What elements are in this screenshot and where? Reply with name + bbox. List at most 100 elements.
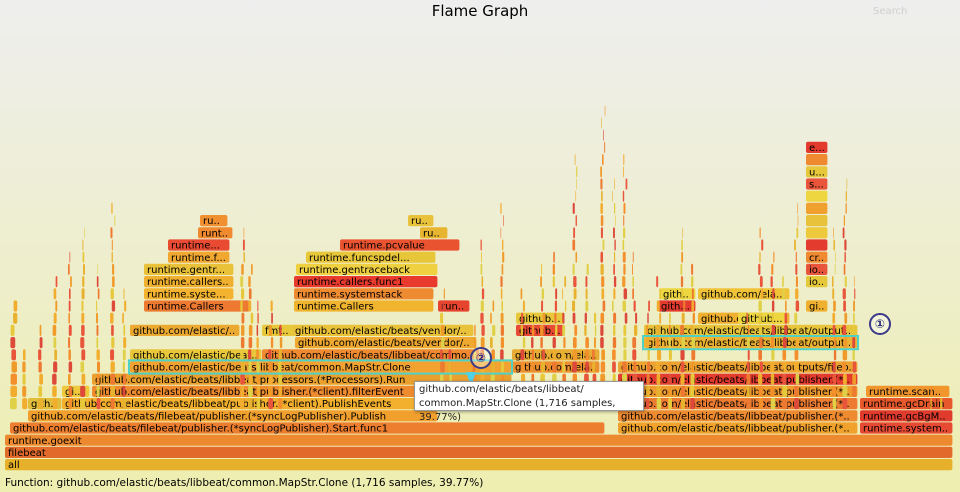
- flame-frame[interactable]: [541, 288, 545, 300]
- flame-frame[interactable]: [268, 373, 273, 385]
- flame-frame[interactable]: [122, 385, 126, 397]
- flame-frame[interactable]: [521, 361, 525, 373]
- flame-frame[interactable]: [759, 337, 763, 349]
- flame-frame[interactable]: [83, 227, 85, 239]
- flame-frame[interactable]: [256, 361, 260, 373]
- flame-frame[interactable]: [680, 276, 684, 288]
- flame-frame[interactable]: [681, 312, 685, 324]
- flame-frame[interactable]: [832, 385, 837, 397]
- flame-frame[interactable]: ru..: [408, 215, 434, 227]
- flame-frame[interactable]: [81, 349, 86, 361]
- flame-frame[interactable]: ru..: [420, 227, 448, 239]
- flame-frame[interactable]: [575, 215, 577, 227]
- flame-frame[interactable]: [562, 349, 565, 361]
- flame-frame[interactable]: [761, 239, 764, 251]
- flame-frame[interactable]: [552, 263, 555, 275]
- flame-frame[interactable]: [806, 202, 828, 214]
- flame-frame[interactable]: [842, 398, 848, 410]
- flame-frame[interactable]: [844, 312, 848, 324]
- flame-frame[interactable]: [585, 349, 589, 361]
- flame-frame[interactable]: [480, 300, 484, 312]
- flame-frame[interactable]: [614, 239, 616, 251]
- flame-frame[interactable]: runtime.callers..: [144, 276, 234, 288]
- flame-frame[interactable]: [110, 288, 114, 300]
- flame-frame[interactable]: [771, 263, 774, 275]
- flame-frame[interactable]: [796, 227, 799, 239]
- flame-frame[interactable]: [68, 385, 73, 397]
- flame-frame[interactable]: [123, 337, 127, 349]
- flame-frame[interactable]: [248, 398, 253, 410]
- flame-frame[interactable]: [622, 190, 625, 202]
- flame-frame[interactable]: [502, 251, 505, 263]
- flame-frame[interactable]: [794, 349, 799, 361]
- flame-frame[interactable]: [656, 276, 659, 288]
- flame-frame[interactable]: [692, 312, 696, 324]
- flame-frame[interactable]: [833, 239, 835, 251]
- flame-frame[interactable]: [680, 385, 686, 397]
- flame-frame[interactable]: [278, 398, 283, 410]
- flame-frame[interactable]: [68, 312, 70, 324]
- flame-frame[interactable]: [613, 288, 616, 300]
- flame-frame[interactable]: run..: [438, 300, 470, 313]
- flame-frame[interactable]: [691, 337, 696, 349]
- flame-frame[interactable]: [795, 276, 798, 288]
- flame-frame[interactable]: [852, 398, 856, 410]
- flame-frame[interactable]: [278, 385, 282, 397]
- flame-frame[interactable]: [795, 373, 800, 385]
- flame-frame[interactable]: [10, 373, 17, 385]
- flame-frame[interactable]: [38, 398, 44, 410]
- flame-frame[interactable]: [96, 300, 98, 312]
- flame-frame[interactable]: [614, 178, 616, 190]
- flame-frame[interactable]: [656, 373, 661, 385]
- flame-frame[interactable]: runtime.pcvalue: [340, 239, 460, 252]
- flame-frame[interactable]: [110, 227, 113, 239]
- flame-frame[interactable]: [500, 276, 503, 288]
- flame-frame[interactable]: [53, 312, 57, 324]
- flame-frame[interactable]: [690, 361, 695, 373]
- flame-frame[interactable]: [659, 288, 661, 300]
- flame-frame[interactable]: github.com/elastic/beats/libbeat/output.…: [644, 337, 858, 349]
- flame-frame[interactable]: [270, 300, 273, 312]
- flame-frame[interactable]: [592, 361, 596, 373]
- flame-frame[interactable]: [279, 324, 282, 336]
- flame-frame[interactable]: [680, 361, 685, 373]
- flame-frame[interactable]: [111, 239, 113, 251]
- flame-frame[interactable]: [552, 349, 556, 361]
- flame-frame[interactable]: [833, 337, 836, 349]
- flame-frame[interactable]: [646, 337, 650, 349]
- flame-frame[interactable]: [622, 361, 627, 373]
- flame-frame[interactable]: [491, 349, 495, 361]
- flame-frame[interactable]: [612, 361, 616, 373]
- flame-frame[interactable]: [795, 251, 797, 263]
- flame-frame[interactable]: runtime.Callers: [294, 300, 434, 313]
- flame-frame[interactable]: [68, 324, 72, 336]
- flame-frame[interactable]: [806, 215, 828, 227]
- flame-frame[interactable]: github...: [516, 324, 564, 337]
- flame-frame[interactable]: [680, 349, 685, 361]
- flame-frame[interactable]: [782, 337, 787, 349]
- flame-frame[interactable]: [68, 361, 73, 373]
- flame-frame[interactable]: [555, 288, 558, 300]
- flame-frame[interactable]: [758, 349, 762, 361]
- flame-frame[interactable]: [622, 166, 624, 178]
- flame-frame[interactable]: [623, 349, 627, 361]
- flame-frame[interactable]: [842, 361, 846, 373]
- flame-frame[interactable]: [82, 251, 85, 263]
- flame-frame[interactable]: [257, 312, 259, 324]
- flame-frame[interactable]: [668, 385, 673, 397]
- flame-frame[interactable]: runtime.goexit: [5, 434, 953, 447]
- flame-frame[interactable]: [448, 349, 452, 361]
- flame-frame[interactable]: [82, 239, 84, 251]
- flame-frame[interactable]: [241, 361, 246, 373]
- flame-frame[interactable]: [623, 227, 626, 239]
- flame-frame[interactable]: [520, 349, 525, 361]
- flame-frame[interactable]: [256, 373, 261, 385]
- flame-frame[interactable]: [240, 385, 245, 397]
- flame-frame[interactable]: [542, 312, 546, 324]
- flame-frame[interactable]: [647, 349, 650, 361]
- flame-frame[interactable]: [758, 385, 763, 397]
- flame-frame[interactable]: [940, 398, 943, 410]
- flame-frame[interactable]: [256, 324, 259, 336]
- flame-frame[interactable]: [440, 324, 445, 336]
- flame-frame[interactable]: [81, 324, 85, 336]
